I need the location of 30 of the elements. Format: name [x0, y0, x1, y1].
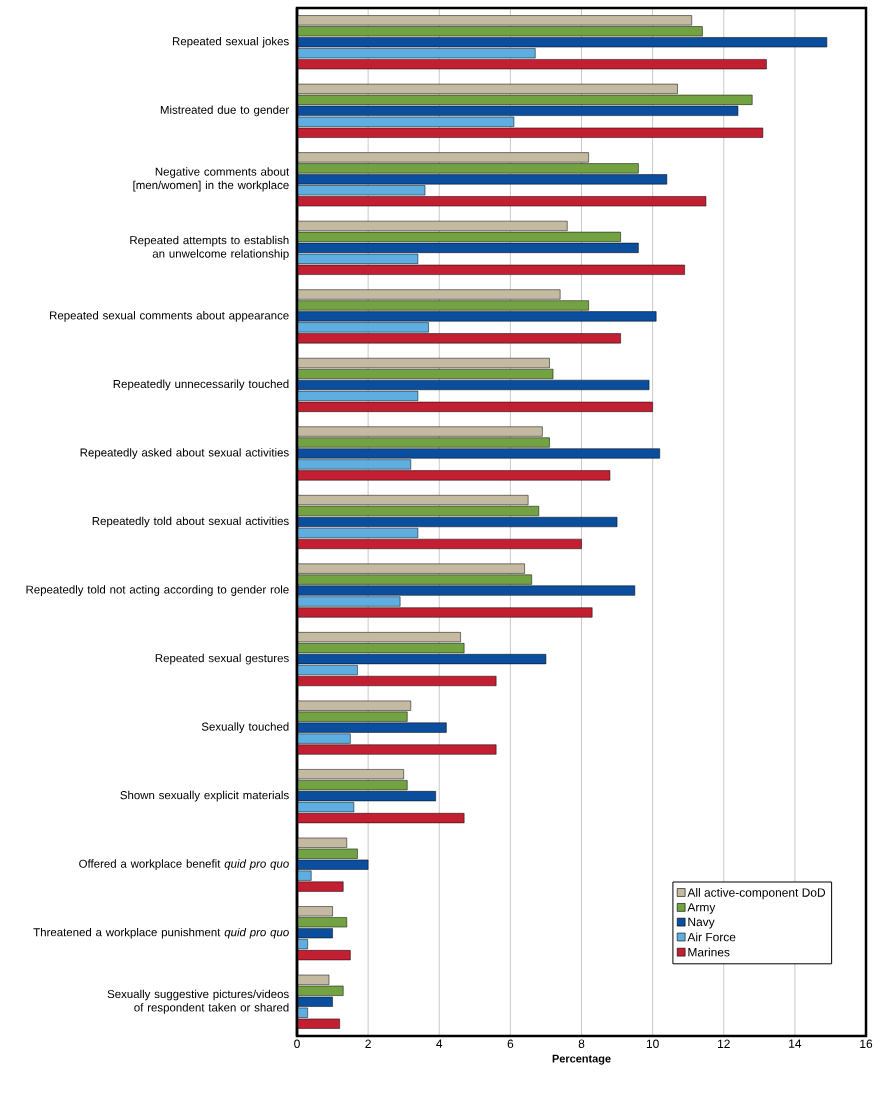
x-axis-title: Percentage — [552, 1054, 611, 1065]
y-tick-label: Repeatedly told not acting according to gender role — [26, 585, 289, 596]
y-tick-label: Repeatedly asked about sexual activities — [80, 448, 289, 459]
legend-label: Marines — [688, 947, 730, 957]
legend-label: Navy — [688, 917, 715, 929]
y-tick-label: Threatened a workplace punishment quid pro quo — [33, 927, 289, 939]
x-tick-label: 14 — [789, 1039, 802, 1048]
y-tick-label: Mistreated due to gender — [160, 105, 289, 117]
y-tick-label: Sexually suggestive pictures/videos of respondent taken or shared — [107, 989, 289, 1014]
legend-label: Army — [687, 903, 716, 914]
x-tick-label: 0 — [294, 1039, 300, 1048]
y-tick-label: Repeatedly told about sexual activities — [92, 516, 289, 528]
x-tick-label: 6 — [507, 1039, 514, 1048]
y-tick-label: Repeated sexual comments about appearance — [50, 311, 289, 322]
x-tick-label: 4 — [436, 1039, 443, 1048]
y-tick-label: Repeated attempts to establish an unwelcome relationship — [130, 235, 289, 260]
x-tick-label: 16 — [860, 1039, 873, 1048]
y-tick-label: Repeatedly unnecessarily touched — [113, 379, 289, 391]
x-tick-label: 12 — [718, 1039, 730, 1048]
y-tick-label: Repeated sexual gestures — [155, 653, 289, 665]
legend-label: Air Force — [687, 932, 736, 942]
y-tick-label: Negative comments about [men/women] in the workplace — [133, 167, 290, 192]
legend-label: All active-component DoD — [687, 887, 826, 900]
y-tick-label: Repeated sexual jokes — [172, 36, 289, 48]
y-tick-label: Sexually touched — [201, 722, 289, 733]
y-tick-label: Offered a workplace benefit quid pro quo — [79, 859, 289, 871]
x-tick-label: 8 — [578, 1039, 585, 1048]
y-tick-label: Shown sexually explicit materials — [120, 790, 289, 802]
x-tick-label: 10 — [646, 1039, 659, 1048]
x-tick-label: 2 — [365, 1039, 371, 1048]
